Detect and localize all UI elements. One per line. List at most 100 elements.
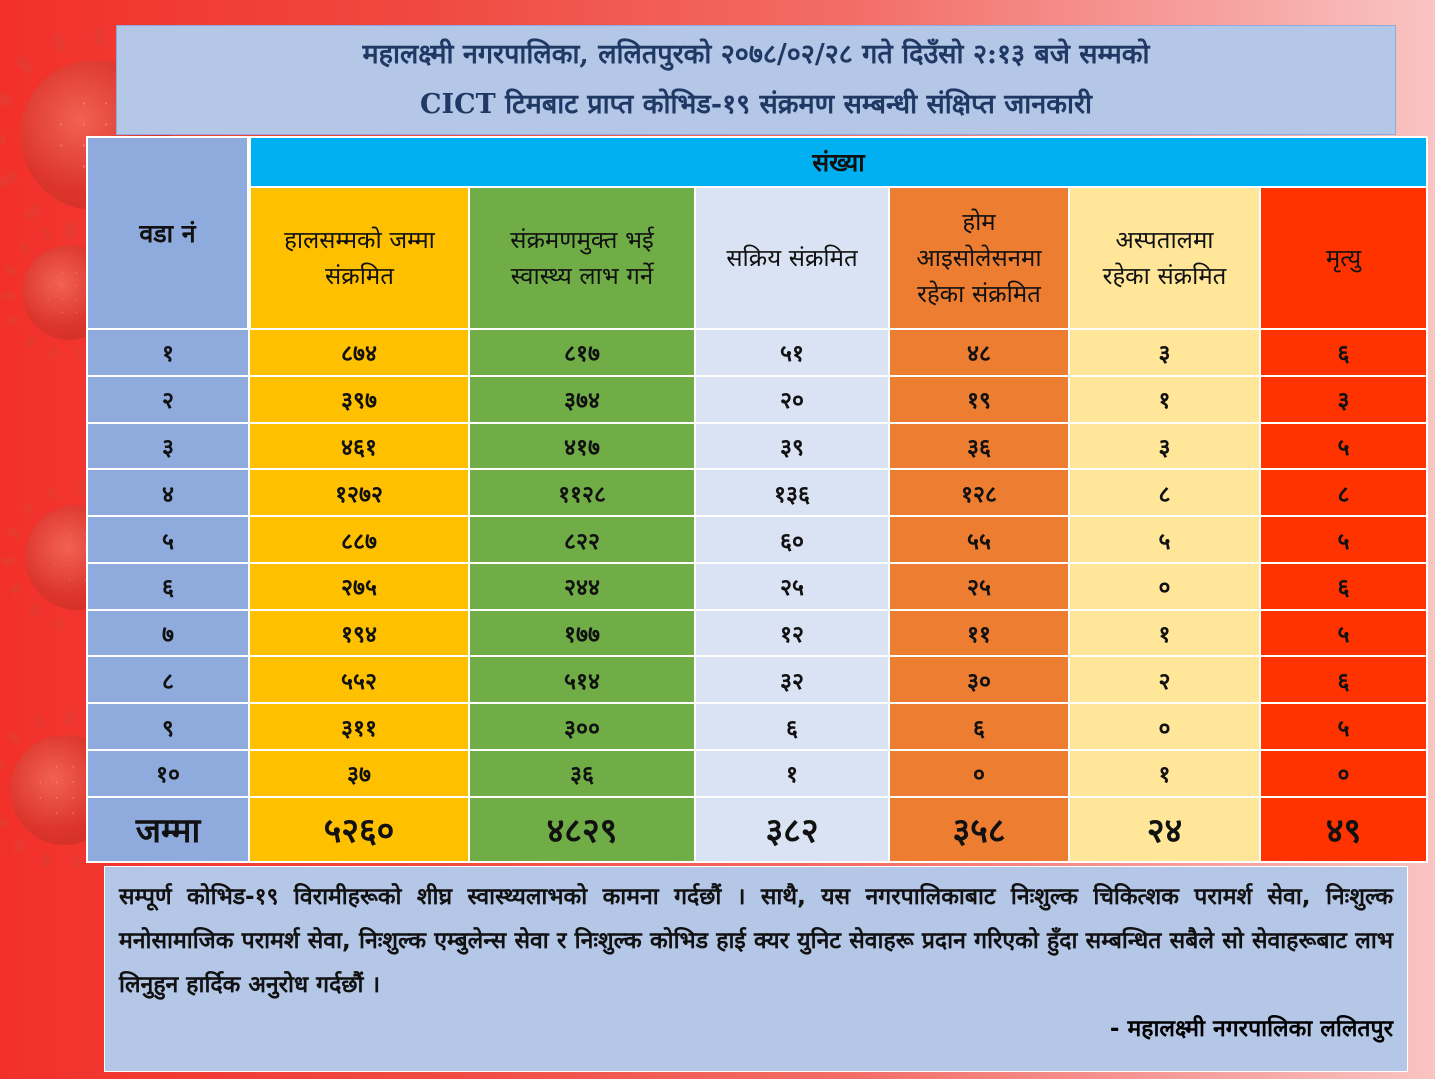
header-label: मृत्यु xyxy=(1325,244,1362,272)
ward-header: वडा नं xyxy=(86,136,251,330)
death-cell: ० xyxy=(1258,749,1429,798)
hospital-cell: ० xyxy=(1068,702,1261,752)
active-cell: १३६ xyxy=(694,468,890,518)
recovered-cell: १७७ xyxy=(468,608,696,658)
total-cell: २७५ xyxy=(248,561,470,611)
covid-ward-table: वडा नं संख्या हालसम्मको जम्मा संक्रमित स… xyxy=(86,136,1429,864)
ward-cell: ९ xyxy=(86,702,250,752)
header-label: स्वास्थ्य लाभ गर्ने xyxy=(510,262,654,290)
header-label: संक्रमणमुक्त भई xyxy=(510,226,654,254)
total-cell: ३९७ xyxy=(248,374,470,424)
home-isolation-cell: ६ xyxy=(888,702,1070,752)
active-cell: २० xyxy=(694,374,890,424)
total-cell: १९४ xyxy=(248,608,470,658)
sum-home-isolation-cell: ३५८ xyxy=(888,795,1070,864)
total-row: जम्मा ५२६० ४८२९ ३८२ ३५८ २४ ४९ xyxy=(86,795,1429,864)
recovered-cell: ४१७ xyxy=(468,421,696,471)
table-row: ७ १९४ १७७ १२ ११ १ ५ xyxy=(86,608,1429,658)
ward-cell: १ xyxy=(86,328,250,377)
title-line-2: CICT टिमबाट प्राप्त कोभिड-१९ संक्रमण सम्… xyxy=(419,89,1093,120)
hospital-cell: ३ xyxy=(1068,328,1261,377)
death-cell: ५ xyxy=(1258,702,1429,752)
hospital-cell: ५ xyxy=(1068,515,1261,564)
hospital-cell: ३ xyxy=(1068,421,1261,471)
home-isolation-cell: ४८ xyxy=(888,328,1070,377)
death-cell: ६ xyxy=(1258,328,1429,377)
title-line-1: महालक्ष्मी नगरपालिका, ललितपुरको २०७८/०२/… xyxy=(362,39,1150,70)
recovered-cell: २४४ xyxy=(468,561,696,611)
home-isolation-cell: १२८ xyxy=(888,468,1070,518)
table-row: ३ ४६१ ४१७ ३९ ३६ ३ ५ xyxy=(86,421,1429,471)
active-cell: ३९ xyxy=(694,421,890,471)
table-row: ६ २७५ २४४ २५ २५ ० ६ xyxy=(86,561,1429,611)
sum-total-cell: ५२६० xyxy=(248,795,470,864)
sum-recovered-cell: ४८२९ xyxy=(468,795,696,864)
recovered-cell: ३७४ xyxy=(468,374,696,424)
recovered-cell: ५१४ xyxy=(468,655,696,705)
table-row: ५ ८८७ ८२२ ६० ५५ ५ ५ xyxy=(86,515,1429,564)
total-cell: ८८७ xyxy=(248,515,470,564)
header-label: रहेका संक्रमित xyxy=(1102,262,1227,290)
message-box: सम्पूर्ण कोभिड-१९ विरामीहरूको शीघ्र स्वा… xyxy=(104,866,1408,1072)
table-row: १० ३७ ३६ १ ० १ ० xyxy=(86,749,1429,798)
home-isolation-cell: ११ xyxy=(888,608,1070,658)
table-row: १ ८७४ ८१७ ५१ ४८ ३ ६ xyxy=(86,328,1429,377)
recovered-cell: ३०० xyxy=(468,702,696,752)
header-recovered: संक्रमणमुक्त भई स्वास्थ्य लाभ गर्ने xyxy=(468,186,696,330)
header-label: रहेका संक्रमित xyxy=(917,280,1041,308)
home-isolation-cell: ० xyxy=(888,749,1070,798)
home-isolation-cell: ५५ xyxy=(888,515,1070,564)
death-cell: ३ xyxy=(1258,374,1429,424)
header-total-infected: हालसम्मको जम्मा संक्रमित xyxy=(248,186,470,330)
active-cell: ६० xyxy=(694,515,890,564)
total-cell: ३७ xyxy=(248,749,470,798)
title-banner: महालक्ष्मी नगरपालिका, ललितपुरको २०७८/०२/… xyxy=(116,25,1396,135)
hospital-cell: ० xyxy=(1068,561,1261,611)
ward-cell: ७ xyxy=(86,608,250,658)
death-cell: ५ xyxy=(1258,421,1429,471)
header-home-isolation: होम आइसोलेसनमा रहेका संक्रमित xyxy=(888,186,1070,330)
sum-active-cell: ३८२ xyxy=(694,795,890,864)
header-label: अस्पतालमा xyxy=(1115,226,1214,254)
signature: - महालक्ष्मी नगरपालिका ललितपुर xyxy=(1109,1016,1393,1042)
death-cell: ६ xyxy=(1258,655,1429,705)
header-active: सक्रिय संक्रमित xyxy=(694,186,890,330)
table-row: ४ १२७२ ११२८ १३६ १२८ ८ ८ xyxy=(86,468,1429,518)
ward-cell: ३ xyxy=(86,421,250,471)
ward-cell: ८ xyxy=(86,655,250,705)
ward-cell: ५ xyxy=(86,515,250,564)
ward-cell: १० xyxy=(86,749,250,798)
death-cell: ५ xyxy=(1258,608,1429,658)
header-hospitalized: अस्पतालमा रहेका संक्रमित xyxy=(1068,186,1261,330)
active-cell: १२ xyxy=(694,608,890,658)
header-label: संक्रमित xyxy=(325,262,394,290)
ward-cell: २ xyxy=(86,374,250,424)
home-isolation-cell: १९ xyxy=(888,374,1070,424)
table-row: २ ३९७ ३७४ २० १९ १ ३ xyxy=(86,374,1429,424)
total-cell: ५५२ xyxy=(248,655,470,705)
active-cell: ५१ xyxy=(694,328,890,377)
header-label: आइसोलेसनमा xyxy=(916,244,1042,272)
home-isolation-cell: २५ xyxy=(888,561,1070,611)
active-cell: ३२ xyxy=(694,655,890,705)
active-cell: २५ xyxy=(694,561,890,611)
active-cell: ६ xyxy=(694,702,890,752)
header-label: हालसम्मको जम्मा xyxy=(284,226,435,254)
home-isolation-cell: ३० xyxy=(888,655,1070,705)
table-row: ८ ५५२ ५१४ ३२ ३० २ ६ xyxy=(86,655,1429,705)
recovered-cell: ८१७ xyxy=(468,328,696,377)
header-deaths: मृत्यु xyxy=(1258,186,1429,330)
sum-label-cell: जम्मा xyxy=(86,795,250,864)
sum-death-cell: ४९ xyxy=(1258,795,1429,864)
death-cell: ८ xyxy=(1258,468,1429,518)
death-cell: ५ xyxy=(1258,515,1429,564)
sum-hospital-cell: २४ xyxy=(1068,795,1261,864)
total-cell: ३११ xyxy=(248,702,470,752)
death-cell: ६ xyxy=(1258,561,1429,611)
header-label: होम xyxy=(962,208,996,236)
ward-cell: ४ xyxy=(86,468,250,518)
hospital-cell: २ xyxy=(1068,655,1261,705)
ward-cell: ६ xyxy=(86,561,250,611)
total-cell: ४६१ xyxy=(248,421,470,471)
hospital-cell: ८ xyxy=(1068,468,1261,518)
